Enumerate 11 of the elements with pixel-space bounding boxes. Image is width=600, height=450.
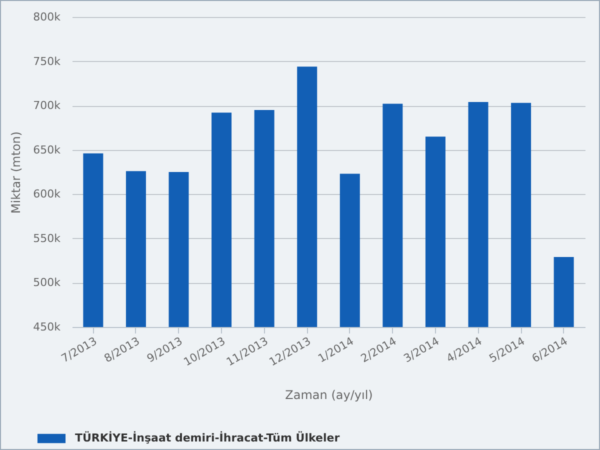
y-tick-label: 550k	[33, 232, 62, 245]
y-tick-label: 450k	[33, 320, 62, 334]
y-tick-label: 750k	[33, 54, 62, 68]
y-tick-label: 650k	[33, 143, 62, 156]
x-axis-title: Zaman (ay/yıl)	[285, 388, 373, 402]
legend-label: TÜRKİYE-İnşaat demiri-İhracat-Tüm Ülkeler	[75, 430, 340, 444]
y-tick-label: 600k	[33, 188, 62, 201]
y-tick-label: 500k	[33, 276, 62, 290]
y-axis-title: Miktar (mton)	[9, 131, 24, 214]
y-tick-label: 800k	[33, 10, 62, 24]
y-tick-label: 700k	[33, 99, 62, 112]
